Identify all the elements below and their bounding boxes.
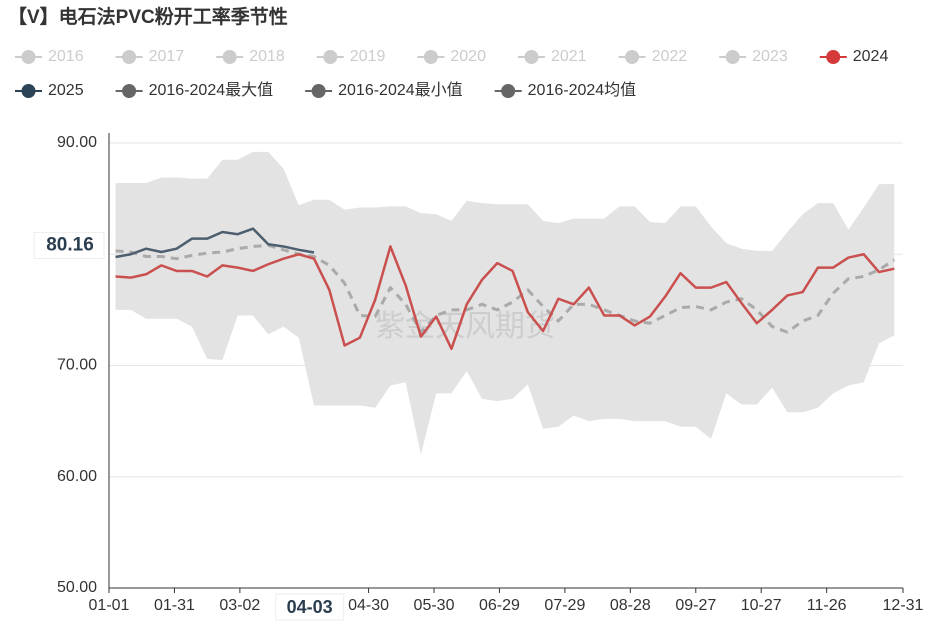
x-tick-label: 11-26	[807, 597, 847, 614]
legend-item: 2016-2024均值	[494, 81, 637, 99]
legend-marker	[524, 50, 539, 64]
legend-label: 2023	[752, 48, 788, 65]
series-line	[115, 245, 895, 351]
pointer-x-box	[275, 593, 345, 621]
legend-label: 2022	[652, 48, 688, 65]
legend-marker	[323, 50, 338, 64]
pointer-y-label: 80.16	[46, 234, 94, 255]
y-tick-label: 90.00	[57, 134, 97, 151]
legend-item-hidden: 2016	[15, 48, 84, 65]
watermark: 紫金天风期货	[375, 310, 555, 343]
legend-label: 2016-2024最大值	[149, 81, 274, 99]
legend-label: 2020	[450, 48, 486, 65]
legend-item: 2025	[15, 82, 84, 99]
x-tick-label: 08-28	[610, 597, 651, 614]
legend-marker	[311, 84, 326, 98]
legend-label: 2018	[249, 48, 285, 65]
y-tick-label: 60.00	[57, 468, 97, 485]
x-tick-label: 04-30	[348, 597, 389, 614]
legend-marker	[122, 84, 137, 98]
legend-item-hidden: 2019	[316, 48, 386, 65]
pointer-y-box	[33, 231, 105, 259]
average-line	[115, 243, 896, 334]
legend-item: 2016-2024最小值	[305, 81, 463, 99]
legend-item-hidden: 2017	[115, 48, 185, 65]
legend-marker	[423, 50, 438, 64]
legend-item-hidden: 2020	[417, 48, 486, 65]
legend-label: 2016	[48, 48, 84, 65]
pointer-x-label: 04-03	[287, 597, 333, 617]
legend-marker	[725, 50, 740, 64]
x-tick-label: 05-30	[414, 597, 455, 614]
legend-marker	[21, 84, 36, 98]
x-tick-label: 01-31	[154, 597, 195, 614]
legend-marker	[122, 50, 137, 64]
legend-label: 2016-2024均值	[528, 81, 637, 99]
legend-label: 2025	[48, 82, 84, 99]
legend-label: 2019	[350, 48, 386, 65]
legend-item-hidden: 2018	[216, 48, 285, 65]
x-tick-label: 10-27	[741, 597, 782, 614]
legend-marker	[222, 50, 237, 64]
legend-marker	[21, 50, 36, 64]
x-tick-label: 07-29	[544, 597, 585, 614]
series-line	[115, 227, 315, 259]
x-tick-label: 12-31	[883, 597, 924, 614]
legend-marker	[501, 84, 516, 98]
legend-item-hidden: 2022	[618, 48, 688, 65]
y-tick-label: 50.00	[57, 579, 97, 596]
legend-item: 2024	[819, 48, 889, 65]
legend-label: 2017	[149, 48, 185, 65]
x-tick-label: 03-02	[219, 597, 260, 614]
legend-label: 2021	[551, 48, 587, 65]
x-tick-label: 09-27	[675, 597, 716, 614]
y-tick-label: 70.00	[57, 357, 97, 374]
legend-item-hidden: 2021	[517, 48, 587, 65]
chart-title: 【V】电石法PVC粉开工率季节性	[8, 5, 288, 28]
legend-marker	[625, 50, 640, 64]
legend-label: 2016-2024最小值	[338, 81, 463, 99]
legend-label: 2024	[853, 48, 889, 65]
legend-item-hidden: 2023	[719, 48, 788, 65]
legend-item: 2016-2024最大值	[115, 81, 274, 99]
x-tick-label: 01-01	[89, 597, 130, 614]
x-tick-label: 06-29	[479, 597, 520, 614]
legend-marker	[826, 50, 841, 64]
range-band	[115, 151, 895, 455]
